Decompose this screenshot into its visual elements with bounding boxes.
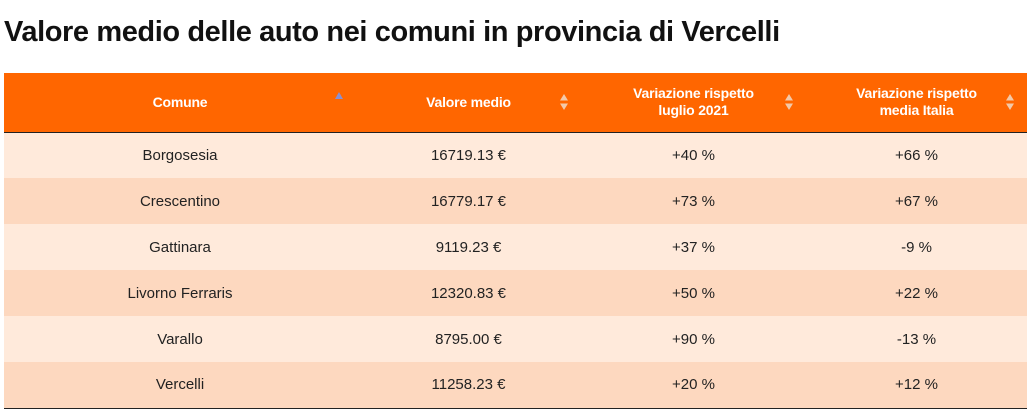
column-header-label: Variazione rispetto media Italia xyxy=(856,85,977,119)
column-header-label: Variazione rispetto luglio 2021 xyxy=(633,85,754,119)
cell-valore-medio: 16779.17 € xyxy=(430,192,507,210)
page-title: Valore medio delle auto nei comuni in pr… xyxy=(4,16,780,48)
cell-variazione-italia: -9 % xyxy=(901,238,932,256)
cell-variazione-luglio: +20 % xyxy=(581,362,806,409)
cell-variazione-italia: -13 % xyxy=(896,330,937,348)
cell-valore-medio: 9119.23 € xyxy=(435,238,502,256)
cell-variazione-italia: +67 % xyxy=(895,192,938,210)
column-header-comune[interactable]: Comune xyxy=(4,73,356,133)
table-row: Gattinara 9119.23 € +37 % -9 % xyxy=(4,224,1027,270)
cell-variazione-italia: +66 % xyxy=(895,146,938,164)
cell-variazione-italia: +12 % xyxy=(806,362,1027,409)
header-row: Comune Valore medio Variazione rispetto … xyxy=(4,73,1027,133)
cell-comune: Varallo xyxy=(157,330,203,348)
cell-variazione-luglio: +90 % xyxy=(672,330,715,348)
cell-valore-medio: 12320.83 € xyxy=(430,284,507,302)
table-row: Livorno Ferraris 12320.83 € +50 % +22 % xyxy=(4,270,1027,316)
column-header-variazione-italia[interactable]: Variazione rispetto media Italia xyxy=(806,73,1027,133)
table-body: Borgosesia 16719.13 € +40 % +66 % Cresce… xyxy=(4,132,1027,409)
cell-comune: Borgosesia xyxy=(142,146,218,164)
cell-valore-medio: 11258.23 € xyxy=(356,362,581,409)
column-header-valore-medio[interactable]: Valore medio xyxy=(356,73,581,133)
sort-both-icon[interactable] xyxy=(559,93,569,111)
cell-variazione-italia: +22 % xyxy=(895,284,938,302)
cell-valore-medio: 16719.13 € xyxy=(430,146,507,164)
cell-comune: Gattinara xyxy=(149,238,211,256)
table-row: Borgosesia 16719.13 € +40 % +66 % xyxy=(4,132,1027,178)
cell-comune: Livorno Ferraris xyxy=(127,284,233,302)
cell-variazione-luglio: +73 % xyxy=(672,192,715,210)
table-row: Varallo 8795.00 € +90 % -13 % xyxy=(4,316,1027,362)
sort-both-icon[interactable] xyxy=(784,93,794,111)
cell-comune: Crescentino xyxy=(139,192,221,210)
cell-variazione-luglio: +40 % xyxy=(672,146,715,164)
cell-variazione-luglio: +37 % xyxy=(672,238,715,256)
column-header-label: Valore medio xyxy=(426,93,511,110)
column-header-variazione-luglio[interactable]: Variazione rispetto luglio 2021 xyxy=(581,73,806,133)
cell-variazione-luglio: +50 % xyxy=(672,284,715,302)
table-header: Comune Valore medio Variazione rispetto … xyxy=(4,73,1027,133)
table-row: Crescentino 16779.17 € +73 % +67 % xyxy=(4,178,1027,224)
cell-valore-medio: 8795.00 € xyxy=(435,330,502,348)
cell-comune: Vercelli xyxy=(4,362,356,409)
column-header-label: Comune xyxy=(152,93,208,110)
sort-both-icon[interactable] xyxy=(1005,93,1015,111)
table-row: Vercelli 11258.23 € +20 % +12 % xyxy=(4,362,1027,409)
sort-ascending-icon[interactable] xyxy=(334,91,344,101)
data-table: Comune Valore medio Variazione rispetto … xyxy=(4,73,1027,409)
data-table-container: Comune Valore medio Variazione rispetto … xyxy=(4,73,1027,409)
